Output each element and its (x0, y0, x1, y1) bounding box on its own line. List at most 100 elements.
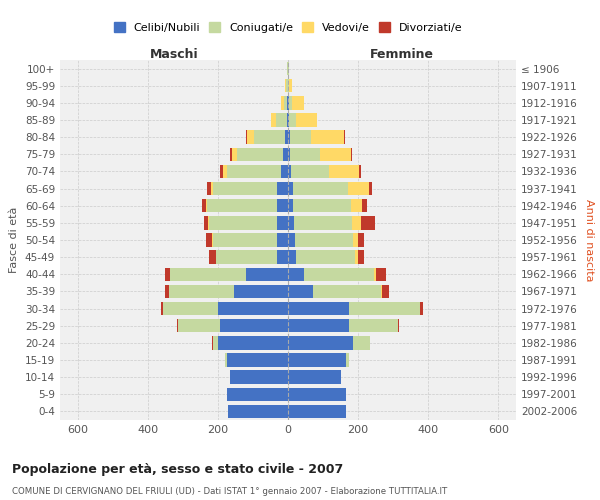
Bar (288, 148, 290, 161)
Bar (346, 354, 349, 366)
Bar (230, 370, 288, 384)
Bar (163, 302, 218, 316)
Text: Maschi: Maschi (149, 48, 199, 61)
Bar (220, 319, 288, 332)
Bar (296, 114, 317, 126)
Bar (209, 216, 277, 230)
Bar (277, 216, 288, 230)
Bar (290, 148, 320, 161)
Bar (320, 148, 351, 161)
Bar (361, 216, 375, 230)
Bar (295, 216, 352, 230)
Bar (285, 79, 286, 92)
Bar (352, 216, 361, 230)
Bar (376, 268, 386, 281)
Bar (281, 96, 284, 110)
Bar (289, 114, 296, 126)
Bar (287, 114, 288, 126)
Bar (288, 388, 346, 401)
Bar (223, 164, 227, 178)
Bar (283, 148, 288, 161)
Bar (218, 302, 288, 316)
Bar (359, 164, 361, 178)
Bar (382, 284, 389, 298)
Bar (288, 164, 291, 178)
Bar (288, 284, 313, 298)
Bar (288, 404, 346, 418)
Bar (288, 79, 289, 92)
Bar (232, 148, 237, 161)
Bar (295, 234, 353, 246)
Bar (304, 268, 374, 281)
Bar (353, 234, 358, 246)
Bar (420, 302, 423, 316)
Bar (169, 284, 233, 298)
Bar (313, 284, 381, 298)
Y-axis label: Fasce di età: Fasce di età (10, 207, 19, 273)
Bar (358, 250, 364, 264)
Bar (288, 268, 304, 281)
Bar (288, 319, 349, 332)
Bar (220, 164, 223, 178)
Bar (211, 182, 212, 196)
Bar (165, 284, 169, 298)
Bar (289, 79, 292, 92)
Bar (227, 164, 281, 178)
Bar (351, 199, 362, 212)
Bar (230, 148, 232, 161)
Bar (293, 182, 347, 196)
Bar (292, 96, 304, 110)
Bar (277, 234, 288, 246)
Bar (227, 388, 288, 401)
Bar (206, 199, 208, 212)
Bar (289, 96, 292, 110)
Bar (355, 250, 358, 264)
Bar (288, 234, 295, 246)
Bar (254, 130, 285, 144)
Bar (287, 96, 288, 110)
Bar (209, 250, 216, 264)
Bar (277, 199, 288, 212)
Bar (288, 370, 341, 384)
Bar (368, 182, 372, 196)
Bar (347, 182, 368, 196)
Bar (229, 404, 288, 418)
Bar (381, 284, 382, 298)
Bar (288, 250, 296, 264)
Bar (247, 130, 254, 144)
Bar (362, 199, 367, 212)
Bar (161, 302, 163, 316)
Bar (225, 354, 227, 366)
Bar (281, 164, 288, 178)
Bar (208, 216, 209, 230)
Bar (276, 114, 287, 126)
Bar (208, 182, 211, 196)
Bar (204, 216, 208, 230)
Bar (227, 354, 288, 366)
Bar (398, 319, 399, 332)
Bar (271, 114, 276, 126)
Bar (288, 199, 293, 212)
Bar (285, 130, 288, 144)
Bar (165, 268, 170, 281)
Bar (374, 268, 376, 281)
Bar (288, 336, 353, 349)
Bar (212, 182, 277, 196)
Bar (351, 148, 352, 161)
Text: Popolazione per età, sesso e stato civile - 2007: Popolazione per età, sesso e stato civil… (12, 462, 343, 475)
Bar (358, 234, 364, 246)
Bar (419, 302, 420, 316)
Bar (344, 130, 345, 144)
Bar (233, 284, 288, 298)
Bar (290, 130, 311, 144)
Bar (311, 130, 344, 144)
Bar (212, 234, 277, 246)
Bar (286, 79, 288, 92)
Bar (288, 354, 346, 366)
Bar (349, 319, 398, 332)
Bar (206, 234, 212, 246)
Bar (277, 250, 288, 264)
Bar (288, 114, 289, 126)
Bar (284, 96, 287, 110)
Bar (353, 336, 370, 349)
